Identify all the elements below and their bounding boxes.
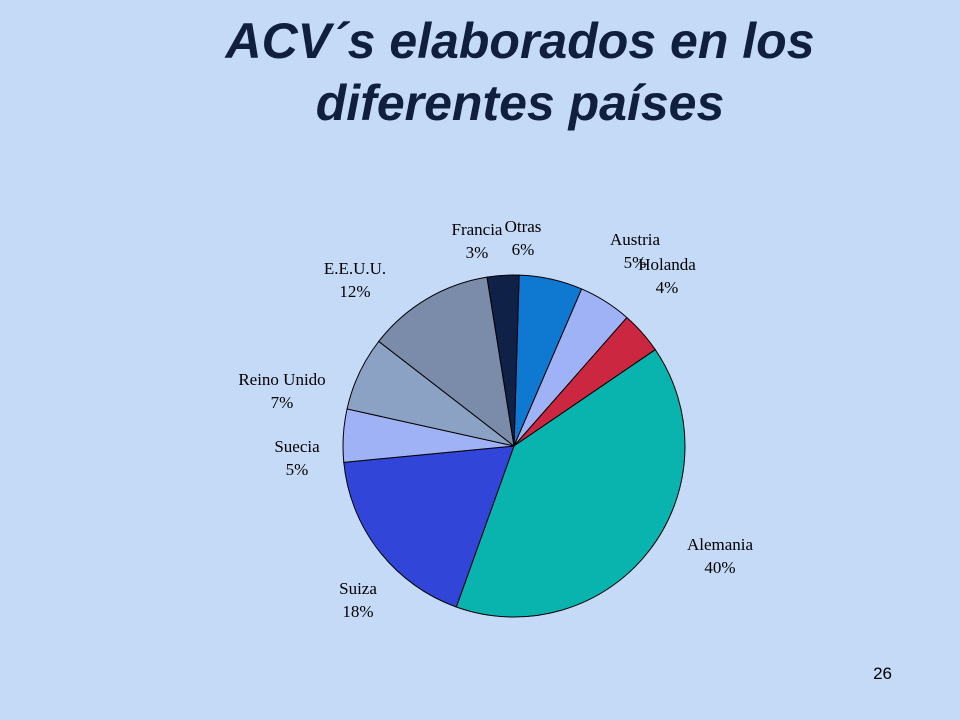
slice-value-label: 3%: [466, 243, 489, 262]
slide-title: ACV´s elaborados en los diferentes paíse…: [0, 10, 960, 134]
pie-slice-suiza: [343, 445, 515, 608]
pie-slices: [342, 274, 686, 618]
slice-value-label: 5%: [624, 253, 647, 272]
slice-value-label: 40%: [704, 558, 735, 577]
slice-name-label: Holanda: [638, 255, 696, 274]
slice-name-label: Suecia: [274, 437, 320, 456]
slice-name-label: Austria: [610, 230, 661, 249]
slice-value-label: 18%: [342, 602, 373, 621]
pie-slice-alemania: [455, 348, 686, 618]
slice-name-label: E.E.U.U.: [324, 259, 386, 278]
slice-value-label: 7%: [271, 393, 294, 412]
slice-name-label: Alemania: [687, 535, 754, 554]
page-number: 26: [873, 664, 892, 683]
slice-value-label: 4%: [656, 278, 679, 297]
slice-name-label: Francia: [452, 220, 503, 239]
slice-value-label: 5%: [286, 460, 309, 479]
slice-name-label: Suiza: [339, 579, 377, 598]
title-line-2: diferentes países: [315, 75, 725, 131]
slice-name-label: Reino Unido: [238, 370, 325, 389]
slice-name-label: Otras: [505, 217, 542, 236]
slice-value-label: 12%: [339, 282, 370, 301]
pie-slice-e-e-u-u-: [378, 276, 515, 448]
pie-labels: Otras6%Austria5%Holanda4%Alemania40%Suiz…: [238, 217, 753, 621]
title-line-1: ACV´s elaborados en los: [225, 13, 815, 69]
pie-slice-francia: [486, 274, 520, 447]
slice-value-label: 6%: [512, 240, 535, 259]
